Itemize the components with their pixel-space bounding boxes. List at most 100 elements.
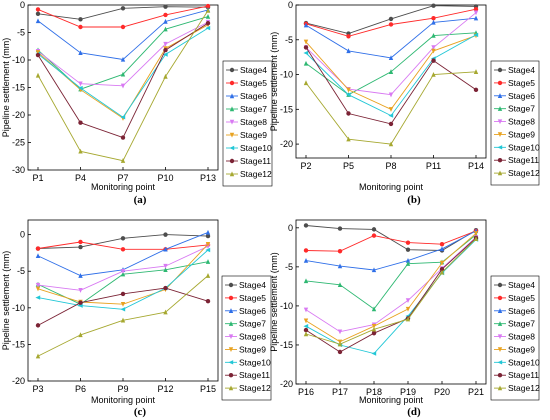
plot-frame bbox=[27, 219, 219, 382]
legend-swatch-marker bbox=[497, 93, 503, 98]
data-point bbox=[205, 25, 211, 31]
chart-panel-c: 0 -5 -10 -15 -20 P3 P6 P9 P12 P15 Monitoring point… bbox=[1, 219, 272, 418]
legend-label: Stage9 bbox=[508, 129, 535, 139]
legend-label: Stage11 bbox=[508, 155, 539, 165]
legend-label: Stage8 bbox=[240, 117, 267, 127]
legend-swatch-marker bbox=[228, 282, 234, 288]
legend-label: Stage9 bbox=[508, 344, 535, 354]
series-stage4 bbox=[303, 223, 479, 253]
legend: Stage4 Stage5 Stage6 Stage7 Stage8 Stage9 Stag… bbox=[222, 60, 273, 187]
legend-swatch-marker bbox=[497, 67, 503, 73]
data-point bbox=[120, 247, 126, 252]
legend-swatch-marker bbox=[228, 308, 234, 313]
x-tick-label: P12 bbox=[157, 384, 173, 394]
data-point bbox=[337, 226, 343, 231]
data-point bbox=[303, 331, 309, 337]
data-point bbox=[371, 227, 377, 232]
y-tick-label: -20 bbox=[280, 379, 293, 389]
data-point bbox=[78, 288, 83, 293]
data-point bbox=[35, 353, 41, 359]
legend-swatch-marker bbox=[228, 347, 234, 353]
data-point bbox=[120, 269, 126, 274]
series-line bbox=[37, 249, 209, 310]
legend-label: Stage5 bbox=[508, 293, 535, 303]
data-point bbox=[303, 307, 309, 313]
x-tick-label: P10 bbox=[157, 173, 173, 183]
y-tick-label: -5 bbox=[285, 35, 293, 45]
data-point bbox=[473, 236, 479, 241]
legend-item: Stage12 bbox=[225, 383, 271, 393]
series-stage7 bbox=[303, 30, 479, 97]
x-axis-label: Monitoring point bbox=[359, 395, 424, 405]
data-point bbox=[439, 242, 445, 247]
x-tick-label: P9 bbox=[117, 384, 128, 394]
legend-item: Stage7 bbox=[226, 104, 267, 114]
legend-swatch-marker bbox=[228, 295, 234, 301]
legend-label: Stage6 bbox=[508, 306, 535, 316]
data-point bbox=[431, 19, 436, 25]
data-point bbox=[205, 273, 211, 278]
data-point bbox=[78, 273, 83, 278]
y-tick-label: -5 bbox=[17, 266, 25, 276]
legend-label: Stage11 bbox=[240, 156, 271, 166]
legend-item: Stage10 bbox=[225, 357, 271, 367]
data-point bbox=[371, 326, 377, 332]
data-point bbox=[163, 285, 168, 291]
legend-label: Stage5 bbox=[240, 78, 267, 88]
data-point bbox=[78, 17, 83, 22]
legend-swatch-marker bbox=[497, 132, 503, 138]
data-point bbox=[346, 48, 351, 54]
data-point bbox=[120, 301, 126, 307]
legend-label: Stage6 bbox=[240, 91, 267, 101]
legend-swatch-marker bbox=[497, 321, 503, 326]
series-line bbox=[305, 238, 477, 345]
legend-item: Stage10 bbox=[494, 142, 540, 152]
data-point bbox=[303, 60, 309, 66]
series-stage10 bbox=[303, 237, 479, 356]
series-stage6 bbox=[303, 228, 479, 273]
data-point bbox=[163, 4, 168, 9]
data-point bbox=[346, 87, 351, 93]
legend-swatch-marker bbox=[497, 347, 503, 353]
data-point bbox=[303, 39, 309, 45]
series-stage4 bbox=[35, 232, 211, 251]
plot-frame bbox=[295, 219, 487, 385]
legend-item: Stage8 bbox=[494, 117, 535, 127]
legend-swatch-marker bbox=[497, 385, 503, 391]
legend-item: Stage5 bbox=[494, 293, 535, 303]
data-point bbox=[439, 246, 445, 252]
data-point bbox=[120, 24, 126, 30]
data-point bbox=[120, 71, 126, 77]
x-tick-label: P8 bbox=[385, 161, 396, 171]
series-stage6 bbox=[303, 15, 479, 61]
legend-swatch-marker bbox=[497, 106, 503, 111]
legend-item: Stage4 bbox=[226, 65, 267, 75]
legend-item: Stage11 bbox=[225, 370, 270, 380]
series-line bbox=[305, 225, 477, 251]
data-point bbox=[337, 249, 343, 254]
y-tick-label: -15 bbox=[280, 340, 293, 350]
data-point bbox=[163, 12, 168, 18]
legend-swatch-marker bbox=[497, 170, 503, 176]
legend-label: Stage8 bbox=[508, 117, 535, 127]
panel-caption: (a) bbox=[134, 194, 147, 206]
legend-label: Stage11 bbox=[508, 370, 539, 380]
y-tick-label: -15 bbox=[280, 104, 293, 114]
data-point bbox=[346, 34, 351, 39]
x-axis-label: Monitoring point bbox=[91, 182, 156, 192]
data-point bbox=[473, 6, 479, 12]
data-point bbox=[388, 92, 394, 98]
series-stage7 bbox=[35, 259, 211, 307]
series-line bbox=[305, 230, 477, 271]
legend-swatch-marker bbox=[229, 93, 235, 99]
data-point bbox=[35, 18, 41, 24]
legend-item: Stage9 bbox=[494, 344, 535, 354]
y-axis-label: Pipeline settlement (mm) bbox=[1, 251, 11, 351]
legend-label: Stage6 bbox=[508, 91, 535, 101]
data-point bbox=[120, 291, 126, 297]
data-point bbox=[371, 306, 377, 312]
data-point bbox=[405, 306, 411, 312]
data-point bbox=[163, 232, 168, 237]
series-line bbox=[305, 237, 477, 353]
data-point bbox=[371, 331, 377, 336]
